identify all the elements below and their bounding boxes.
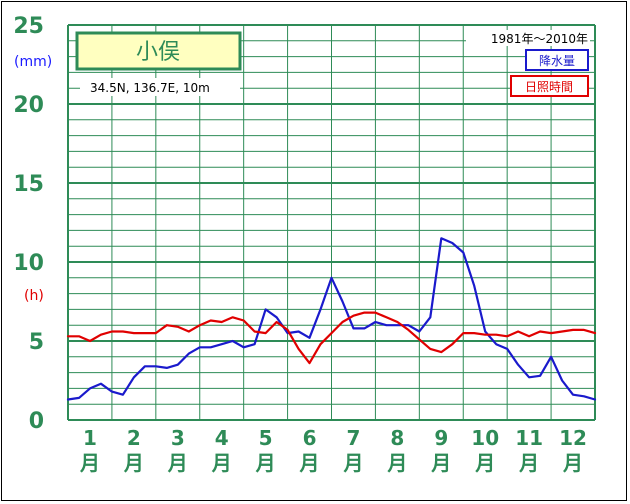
y-tick-label: 20 (13, 93, 44, 118)
legend-precip-box (525, 49, 589, 71)
y-unit-left: (mm) (14, 54, 52, 70)
legend-precip: 降水量 (539, 54, 575, 68)
month-number-label: 7 (346, 426, 360, 450)
month-suffix-label: 月 (123, 451, 144, 475)
month-suffix-label: 月 (167, 451, 188, 475)
title-box (75, 31, 242, 71)
month-number-label: 3 (171, 426, 185, 450)
y-tick-label: 5 (29, 330, 44, 355)
y-axis-ticks: 0 5 10 15 20 25 (13, 14, 44, 434)
month-number-label: 1 (83, 426, 97, 450)
y-tick-label: 10 (13, 251, 44, 276)
month-suffix-label: 月 (342, 451, 363, 475)
location-label: 34.5N, 136.7E, 10m (90, 81, 210, 95)
month-suffix-label: 月 (430, 451, 451, 475)
y-tick-label: 25 (13, 14, 44, 39)
month-number-label: 5 (259, 426, 273, 450)
y-tick-label: 0 (29, 409, 44, 434)
legend-sunshine: 日照時間 (525, 80, 573, 94)
month-suffix-label: 月 (518, 451, 539, 475)
month-suffix-label: 月 (211, 451, 232, 475)
month-number-label: 9 (434, 426, 448, 450)
period-bg (466, 30, 590, 46)
y-tick-label: 15 (13, 172, 44, 197)
location-bg (80, 78, 240, 96)
month-number-label: 12 (559, 426, 587, 450)
month-number-label: 10 (471, 426, 499, 450)
period-label: 1981年〜2010年 (491, 32, 588, 46)
month-number-label: 2 (127, 426, 141, 450)
series-line-precipitation (66, 237, 597, 401)
month-suffix-label: 月 (79, 451, 100, 475)
month-suffix-label: 月 (474, 451, 495, 475)
month-number-label: 4 (215, 426, 229, 450)
series-line-sunshine (66, 311, 597, 365)
month-suffix-label: 月 (255, 451, 276, 475)
month-suffix-label: 月 (386, 451, 407, 475)
month-suffix-label: 月 (299, 451, 320, 475)
month-number-label: 6 (303, 426, 317, 450)
month-number-label: 11 (515, 426, 543, 450)
legend-sunshine-box (510, 75, 589, 97)
month-number-label: 8 (390, 426, 404, 450)
chart-title: 小俣 (136, 40, 180, 65)
month-suffix-label: 月 (562, 451, 583, 475)
series-group (66, 237, 597, 401)
y-unit-right: (h) (24, 288, 44, 304)
